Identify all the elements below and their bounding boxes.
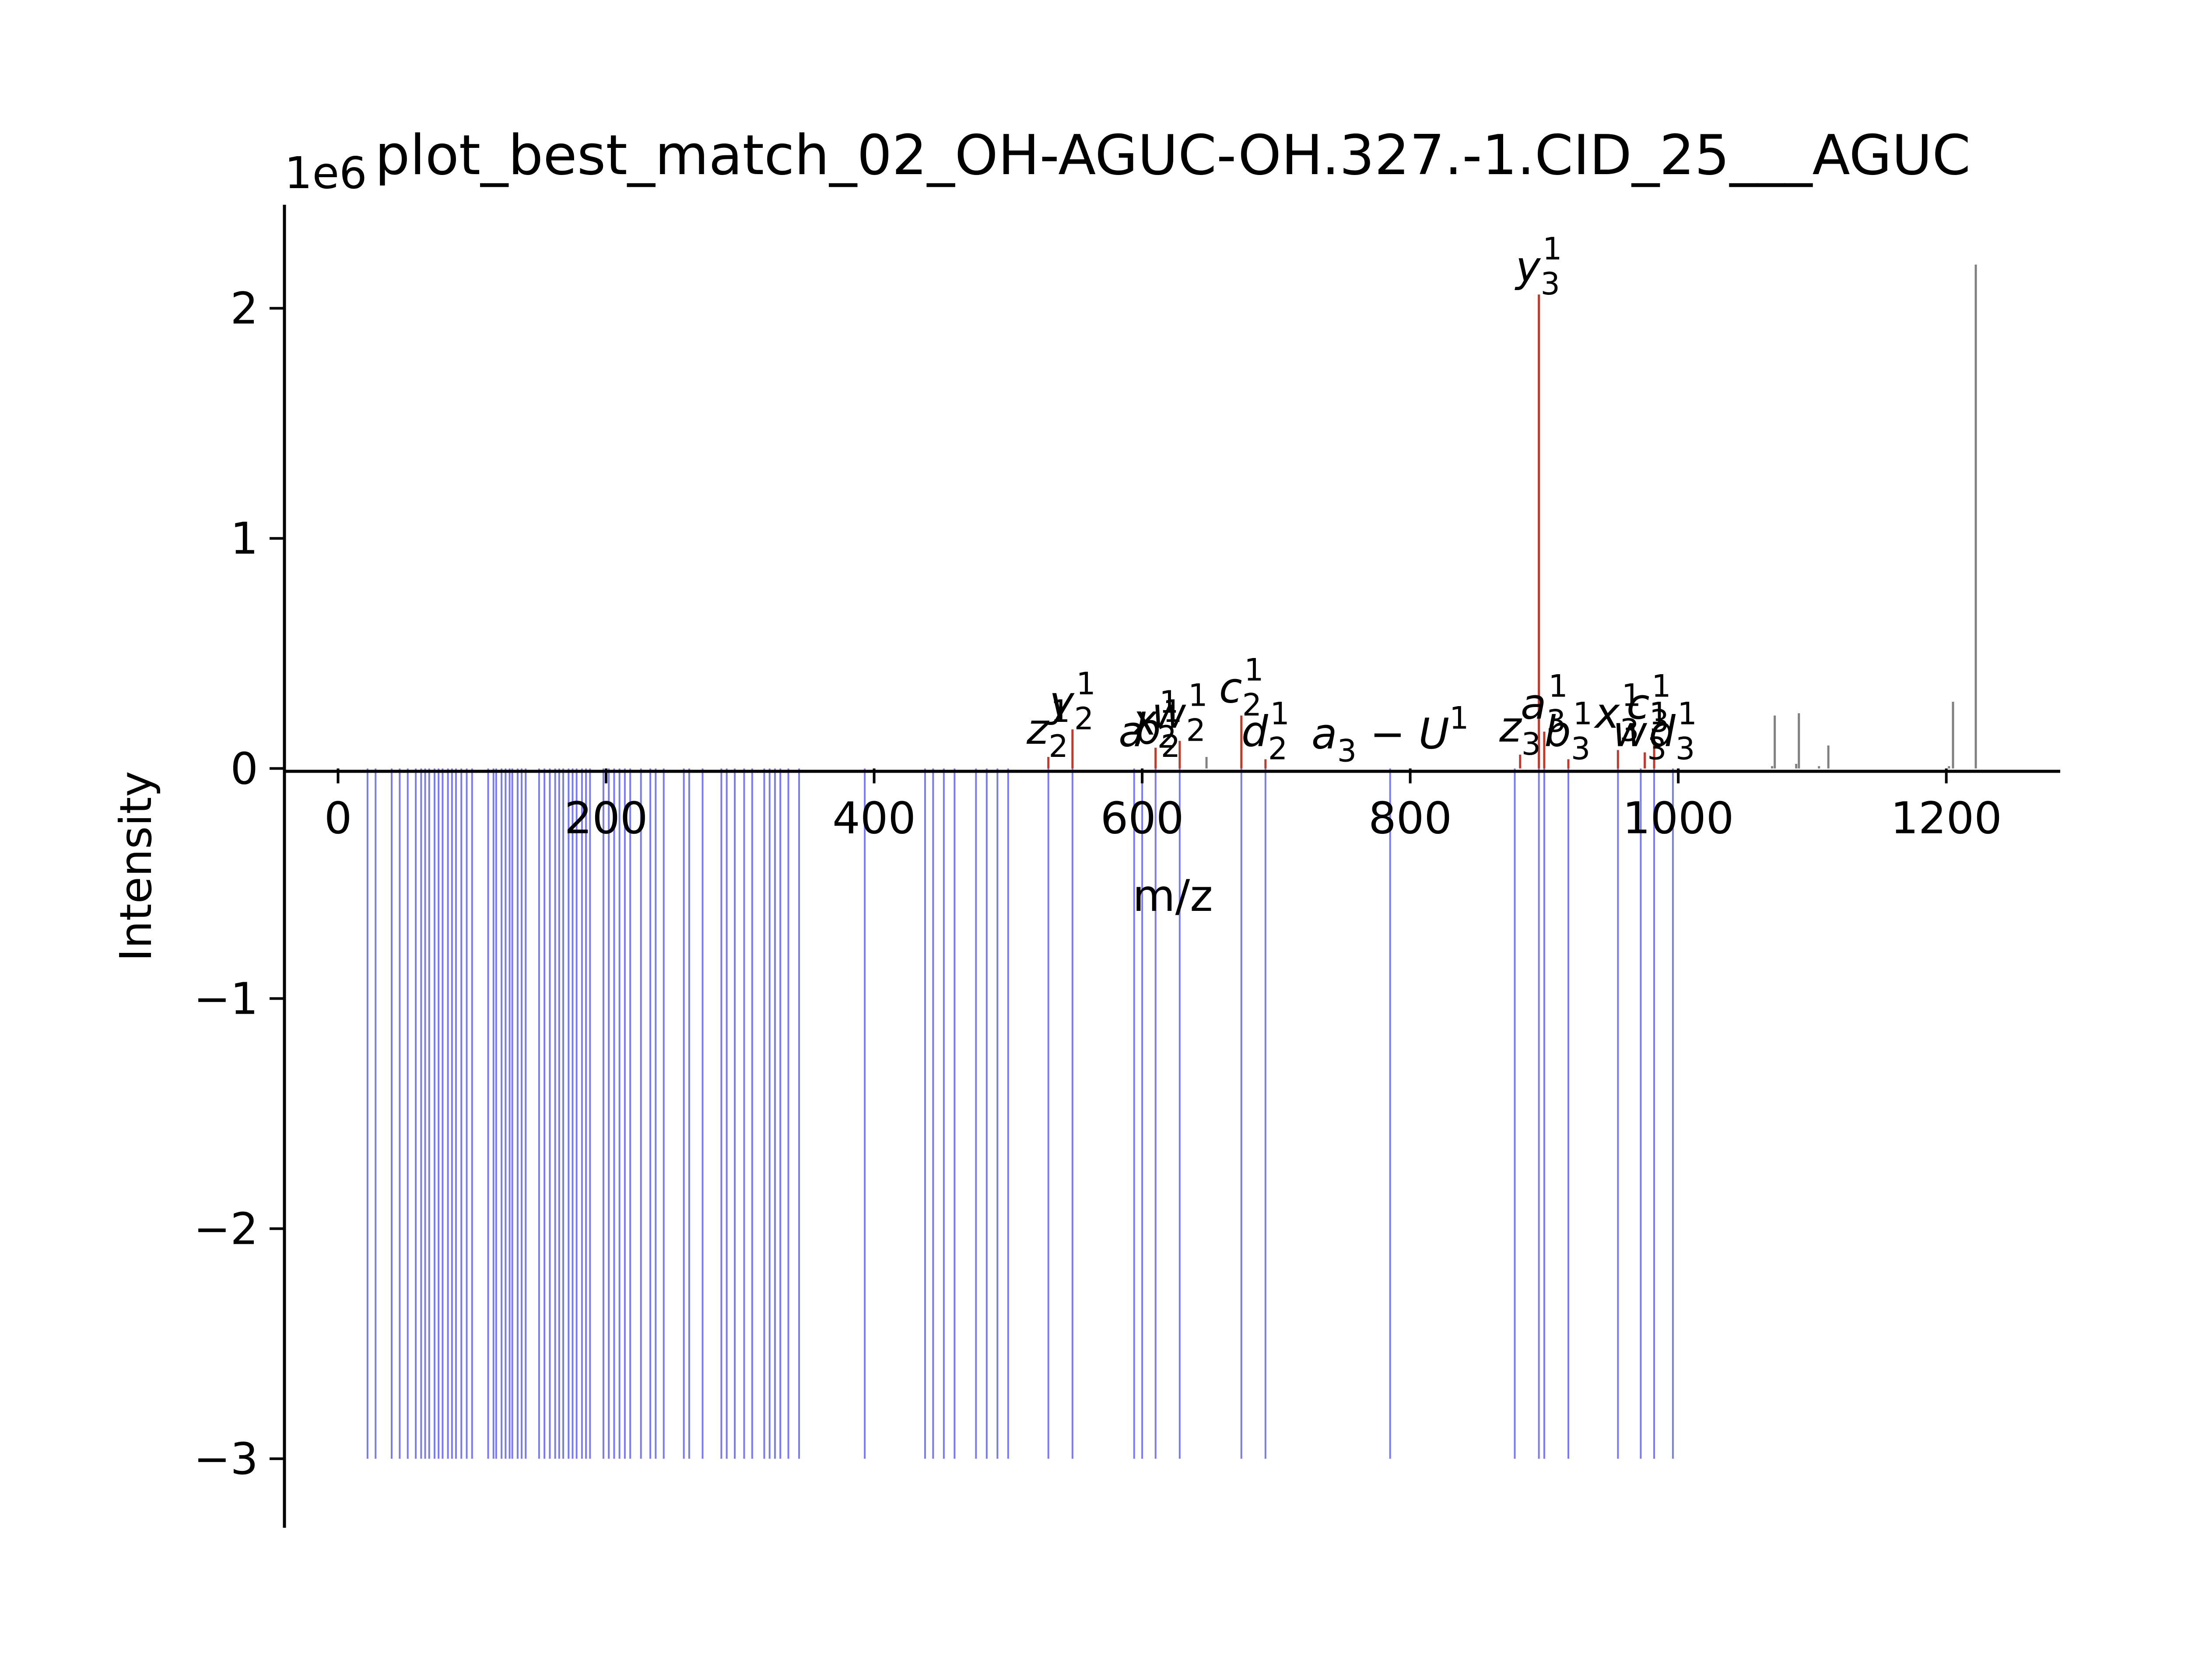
peak-annotation: a [1119, 707, 1144, 756]
y-axis-offset-label: 1e6 [284, 147, 367, 199]
y-tick-label: 0 [230, 743, 258, 794]
x-tick-label: 1000 [1623, 792, 1734, 844]
x-axis-label: m/z [1133, 870, 1213, 921]
peak-annotation: c31 [1627, 668, 1671, 739]
x-tick-label: 800 [1368, 792, 1452, 844]
peak-annotation: z3 [1499, 703, 1541, 762]
x-tick-label: 200 [565, 792, 648, 844]
theoretical-peaks [366, 768, 1674, 1459]
peak-annotation: y31 [1515, 231, 1562, 302]
peak-annotation: x21 [1131, 684, 1179, 755]
peak-annotation: x31 [1593, 677, 1641, 748]
peak-annotation: y21 [1048, 666, 1096, 737]
unmatched-peaks [1205, 264, 1977, 769]
y-tick-label: −2 [194, 1203, 258, 1254]
peak-annotation: w21 [1152, 677, 1208, 748]
x-tick-label: 600 [1101, 792, 1184, 844]
y-tick-label: 1 [230, 513, 258, 564]
y-axis-ticks: 2 1 0 −1 −2 −3 [194, 283, 284, 1484]
matched-peaks [1047, 294, 1655, 769]
x-tick-label: 1200 [1890, 792, 2002, 844]
peak-annotation: b31 [1544, 696, 1592, 766]
y-axis-label: Intensity [110, 771, 161, 961]
peak-annotation: w31 [1613, 696, 1669, 766]
peak-annotation: z21 [1026, 693, 1070, 764]
y-tick-label: 2 [230, 283, 258, 334]
chart-title: plot_best_match_02_OH-AGUC-OH.327.-1.CID… [375, 123, 1971, 187]
peak-annotation: a31 [1521, 668, 1568, 739]
y-tick-label: −3 [194, 1433, 258, 1484]
peak-annotation: c21 [1219, 652, 1264, 723]
x-axis-ticks: 0 200 400 600 800 1000 1200 [324, 768, 2002, 844]
x-tick-label: 400 [832, 792, 916, 844]
x-tick-label: 0 [324, 792, 352, 844]
peak-annotation: b21 [1134, 693, 1182, 764]
peak-annotation: d31 [1649, 696, 1697, 766]
y-tick-label: −1 [194, 973, 258, 1024]
peak-annotation: d21 [1241, 696, 1290, 766]
peak-annotation: a3 − U1 [1311, 700, 1469, 769]
